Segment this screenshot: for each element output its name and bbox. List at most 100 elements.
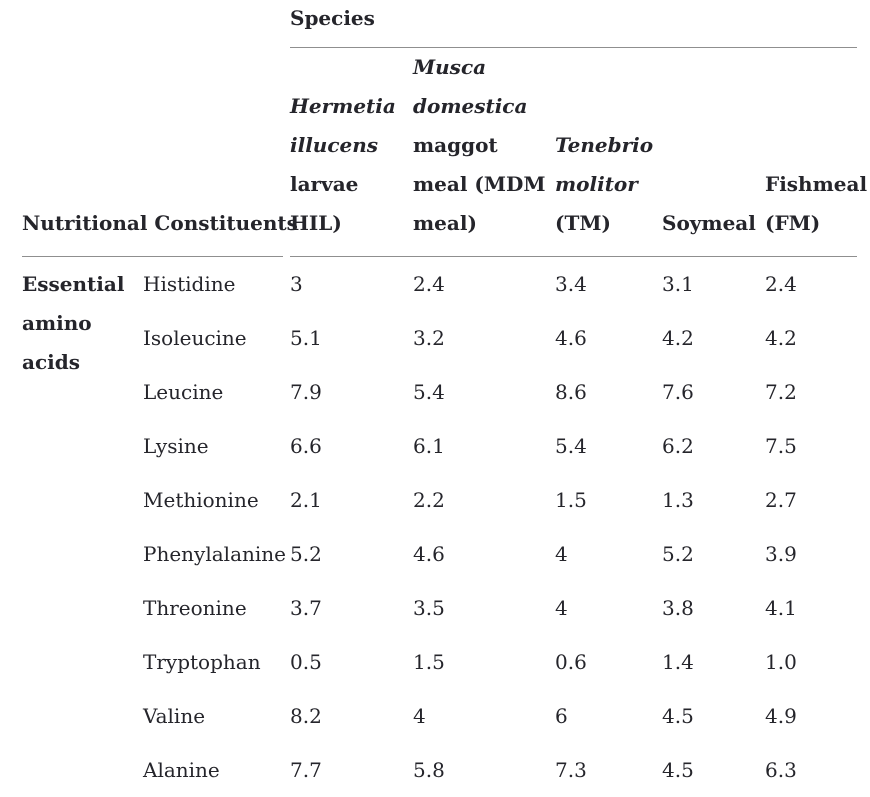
column-header-soymeal: Soymeal (662, 48, 765, 257)
value-cell: 5.4 (413, 365, 555, 419)
value-cell: 4 (555, 527, 662, 581)
value-cell: 3.1 (662, 257, 765, 312)
value-cell: 6.1 (413, 419, 555, 473)
value-cell: 5.4 (555, 419, 662, 473)
species-header-line: meal) (413, 204, 549, 243)
constituent-cell: Phenylalanine (143, 527, 290, 581)
value-cell: 4.5 (662, 689, 765, 743)
column-header-fishmeal: Fishmeal(FM) (765, 48, 857, 257)
value-cell: 8.2 (290, 689, 413, 743)
value-cell: 2.2 (413, 473, 555, 527)
species-header-line: maggot (413, 126, 549, 165)
species-header-line: Musca (413, 48, 549, 87)
value-cell: 6.3 (765, 743, 857, 797)
value-cell: 7.7 (290, 743, 413, 797)
value-cell: 0.5 (290, 635, 413, 689)
constituent-cell: Threonine (143, 581, 290, 635)
value-cell: 5.8 (413, 743, 555, 797)
nutritional-constituents-header-cell: Nutritional Constituents (22, 48, 290, 257)
value-cell: 7.2 (765, 365, 857, 419)
value-cell: 7.5 (765, 419, 857, 473)
group-label-cell: Essential amino acids (22, 257, 143, 797)
constituent-cell: Valine (143, 689, 290, 743)
value-cell: 7.3 (555, 743, 662, 797)
value-cell: 3.5 (413, 581, 555, 635)
value-cell: 5.2 (290, 527, 413, 581)
value-cell: 6.2 (662, 419, 765, 473)
value-cell: 0.6 (555, 635, 662, 689)
value-cell: 4.6 (413, 527, 555, 581)
species-header-line: Fishmeal (765, 165, 851, 204)
constituent-cell: Tryptophan (143, 635, 290, 689)
value-cell: 4.2 (765, 311, 857, 365)
constituent-cell: Isoleucine (143, 311, 290, 365)
species-header-line: larvae (290, 165, 407, 204)
value-cell: 6 (555, 689, 662, 743)
nutritional-constituents-label: Nutritional Constituents (22, 204, 283, 257)
value-cell: 6.6 (290, 419, 413, 473)
species-header-line: illucens (290, 126, 407, 165)
value-cell: 1.5 (555, 473, 662, 527)
nutritional-constituents-table: Species Nutritional Constituents Hermeti… (22, 0, 857, 797)
value-cell: 3.4 (555, 257, 662, 312)
constituent-cell: Lysine (143, 419, 290, 473)
blank-header-cell (22, 0, 290, 48)
value-cell: 4.6 (555, 311, 662, 365)
species-span-row: Species (22, 0, 857, 48)
constituent-cell: Alanine (143, 743, 290, 797)
value-cell: 7.9 (290, 365, 413, 419)
value-cell: 4 (413, 689, 555, 743)
value-cell: 1.3 (662, 473, 765, 527)
value-cell: 3.9 (765, 527, 857, 581)
value-cell: 2.4 (413, 257, 555, 312)
species-header-line: Tenebrio (555, 126, 656, 165)
value-cell: 2.1 (290, 473, 413, 527)
value-cell: 4 (555, 581, 662, 635)
species-header-line: Soymeal (662, 204, 759, 243)
value-cell: 4.9 (765, 689, 857, 743)
species-header-line: domestica (413, 87, 549, 126)
species-header-line: (TM) (555, 204, 656, 243)
constituent-cell: Methionine (143, 473, 290, 527)
species-header-line: HIL) (290, 204, 407, 243)
value-cell: 5.1 (290, 311, 413, 365)
value-cell: 7.6 (662, 365, 765, 419)
value-cell: 5.2 (662, 527, 765, 581)
value-cell: 2.4 (765, 257, 857, 312)
species-header-line: (FM) (765, 204, 851, 243)
species-group-header: Species (290, 0, 857, 48)
value-cell: 1.4 (662, 635, 765, 689)
species-header-line: Hermetia (290, 87, 407, 126)
constituent-cell: Histidine (143, 257, 290, 312)
value-cell: 4.2 (662, 311, 765, 365)
value-cell: 8.6 (555, 365, 662, 419)
constituent-cell: Leucine (143, 365, 290, 419)
value-cell: 3 (290, 257, 413, 312)
value-cell: 1.5 (413, 635, 555, 689)
value-cell: 1.0 (765, 635, 857, 689)
species-header-line: meal (MDM (413, 165, 549, 204)
value-cell: 2.7 (765, 473, 857, 527)
value-cell: 4.1 (765, 581, 857, 635)
value-cell: 3.7 (290, 581, 413, 635)
value-cell: 3.8 (662, 581, 765, 635)
value-cell: 4.5 (662, 743, 765, 797)
value-cell: 3.2 (413, 311, 555, 365)
species-header-line: molitor (555, 165, 656, 204)
